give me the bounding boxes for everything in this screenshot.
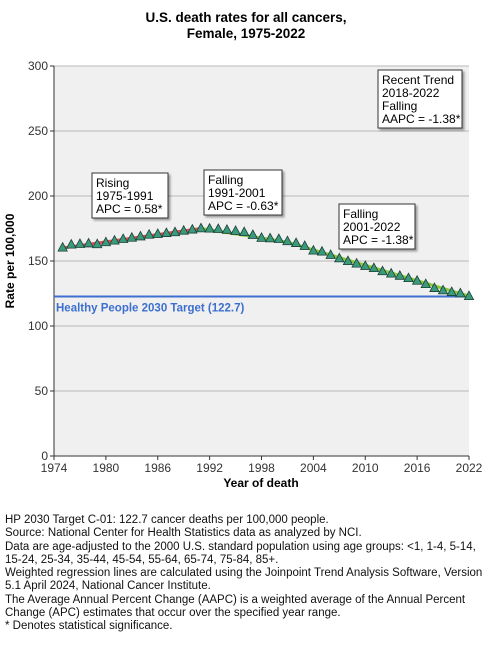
y-tick-label-6: 300 <box>28 59 48 73</box>
y-tick-label-0: 0 <box>41 449 48 463</box>
annotation-3-line-3: APC = -1.38* <box>343 233 414 247</box>
data-point-2016 <box>411 274 423 285</box>
y-tick-label-3: 150 <box>28 254 48 268</box>
data-point-1977 <box>74 238 86 248</box>
data-point-1990 <box>187 223 198 234</box>
x-tick-label-8: 2022 <box>456 461 483 475</box>
data-point-2012 <box>377 265 388 276</box>
data-point-1985 <box>143 228 155 239</box>
annotation-2-line-3: APC = -0.63* <box>208 199 279 213</box>
data-point-1997 <box>247 229 259 239</box>
data-point-2019 <box>437 284 449 295</box>
y-tick-label-4: 200 <box>28 189 48 203</box>
x-axis-title: Year of death <box>223 476 298 490</box>
x-tick-label-2: 1986 <box>144 461 171 475</box>
data-point-2001 <box>282 235 293 246</box>
data-point-2018 <box>429 282 440 292</box>
footnote-3: Data are age-adjusted to the 2000 U.S. s… <box>5 540 476 566</box>
data-point-2003 <box>299 240 311 250</box>
x-tick-label-4: 1998 <box>248 461 275 475</box>
trend-line-3 <box>287 240 470 298</box>
data-point-1998 <box>256 232 267 242</box>
annotation-3-line-2: 2001-2022 <box>343 220 401 234</box>
data-point-2002 <box>290 237 302 247</box>
x-tick-label-6: 2010 <box>352 461 379 475</box>
data-point-2013 <box>385 267 397 278</box>
data-point-1980 <box>100 236 112 247</box>
chart-title-line-2: Female, 1975-2022 <box>187 26 306 41</box>
data-point-1988 <box>169 226 181 237</box>
annotation-box-1: Rising 1975-1991 APC = 0.58* <box>91 172 169 219</box>
data-point-1978 <box>83 237 94 248</box>
data-point-1979 <box>91 238 103 249</box>
data-point-1982 <box>117 233 129 243</box>
y-tick-label-2: 100 <box>28 319 48 333</box>
data-point-1987 <box>161 227 172 237</box>
data-point-1992 <box>204 222 215 233</box>
data-point-1994 <box>221 223 233 234</box>
data-point-2011 <box>368 262 380 273</box>
data-point-2005 <box>316 245 328 256</box>
data-point-1984 <box>135 230 146 241</box>
x-tick-label-1: 1980 <box>93 461 120 475</box>
annotation-4-line-1: Recent Trend <box>382 73 454 87</box>
data-point-1976 <box>66 238 77 249</box>
data-point-2009 <box>351 257 362 268</box>
data-point-2000 <box>273 233 285 243</box>
data-point-2007 <box>334 252 345 263</box>
x-tick-label-0: 1974 <box>41 461 68 475</box>
data-point-2010 <box>359 260 371 270</box>
data-point-2006 <box>325 249 336 259</box>
data-point-2015 <box>403 272 414 283</box>
y-axis-title: Rate per 100,000 <box>3 213 17 308</box>
data-point-1995 <box>230 225 241 235</box>
annotation-4-line-2: 2018-2022 <box>382 86 440 100</box>
data-point-2020 <box>446 286 457 296</box>
data-point-1999 <box>264 232 276 243</box>
footnote-5: The Average Annual Percent Change (AAPC)… <box>5 593 466 620</box>
annotation-box-4: Recent Trend 2018-2022 Falling AAPC = -1… <box>377 69 463 129</box>
annotation-4-line-3: Falling <box>382 99 417 113</box>
target-label: Healthy People 2030 Target (122.7) <box>56 302 245 314</box>
chart: U.S. death rates for all cancers, Female… <box>3 10 483 490</box>
data-point-1991 <box>195 222 207 233</box>
data-point-1989 <box>178 224 189 235</box>
chart-title-line-1: U.S. death rates for all cancers, <box>145 10 346 25</box>
x-tick-label-7: 2016 <box>404 461 431 475</box>
data-point-1975 <box>57 241 68 252</box>
footnote-1: HP 2030 Target C-01: 122.7 cancer deaths… <box>5 514 329 526</box>
data-point-1986 <box>152 228 164 238</box>
data-point-1993 <box>212 223 224 233</box>
annotation-1-line-1: Rising <box>96 176 129 190</box>
annotation-box-2: Falling 1991-2001 APC = -0.63* <box>203 169 283 216</box>
data-point-1983 <box>126 231 138 242</box>
footnote-4: Weighted regression lines are calculated… <box>5 567 483 593</box>
data-point-2022 <box>463 290 475 300</box>
footnotes: HP 2030 Target C-01: 122.7 cancer deaths… <box>5 514 487 634</box>
data-point-1996 <box>238 226 250 237</box>
annotation-3-line-1: Falling <box>343 207 378 221</box>
data-point-1981 <box>109 234 120 245</box>
annotation-2-line-1: Falling <box>208 173 243 187</box>
data-point-2017 <box>420 278 432 289</box>
annotation-1-line-3: APC = 0.58* <box>96 202 163 216</box>
x-tick-label-3: 1992 <box>196 461 223 475</box>
y-tick-label-5: 250 <box>28 124 48 138</box>
y-tick-label-1: 50 <box>35 384 49 398</box>
data-point-2004 <box>308 244 319 255</box>
annotation-4-line-4: AAPC = -1.38* <box>382 112 461 126</box>
annotation-2-line-2: 1991-2001 <box>208 186 266 200</box>
y-axis-ticks: 0 50 100 150 200 250 300 <box>28 59 54 463</box>
data-point-2008 <box>342 255 354 266</box>
data-points <box>57 222 475 300</box>
footnote-2: Source: National Center for Health Stati… <box>5 527 362 540</box>
annotation-1-line-2: 1975-1991 <box>96 189 154 203</box>
footnote-6: * Denotes statistical significance. <box>5 620 173 633</box>
x-axis-ticks: 1974 1980 1986 1992 1998 2004 2010 2016 2022 <box>41 456 483 475</box>
annotation-box-3: Falling 2001-2022 APC = -1.38* <box>338 203 416 250</box>
data-point-2021 <box>455 287 466 298</box>
x-tick-label-5: 2004 <box>300 461 327 475</box>
data-point-2014 <box>394 269 406 280</box>
